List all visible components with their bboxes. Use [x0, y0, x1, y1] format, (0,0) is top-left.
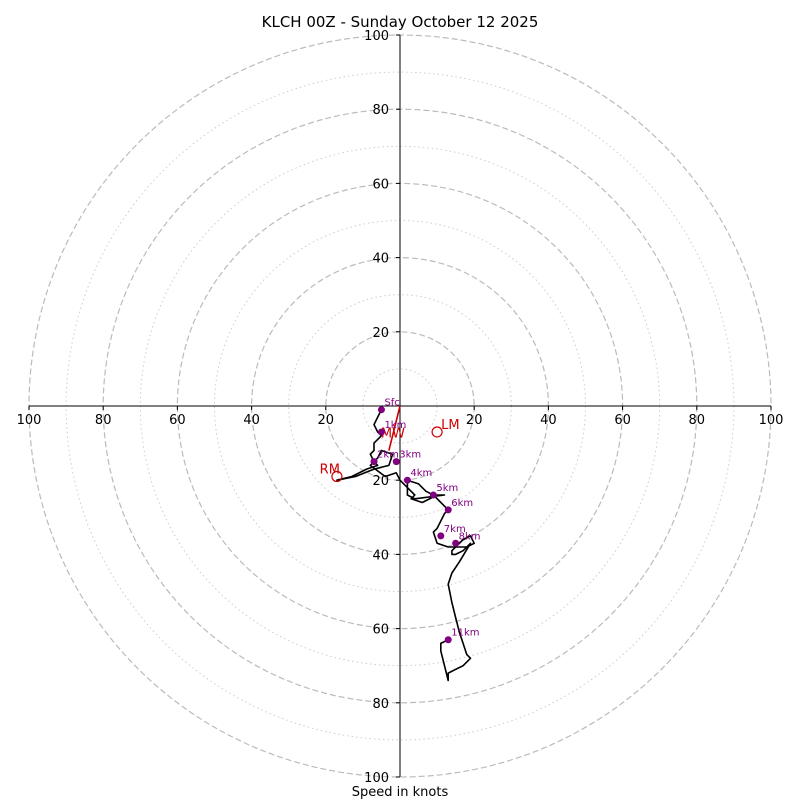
tick-labels: 100 80 60 40 20 20 40 60 80 100 100 80 60 40 20 20 40 60 8…: [17, 29, 784, 786]
height-label-5km: 5km: [436, 483, 458, 494]
wind-trace: [336, 409, 476, 682]
y-tick-label: 40: [372, 252, 389, 267]
height-marker-4km: [403, 476, 411, 484]
x-tick-label: 20: [466, 413, 483, 428]
height-label-3km: 3km: [399, 450, 421, 461]
storm-motion: RM LM MW: [320, 405, 460, 483]
x-tick-label: 100: [759, 413, 784, 428]
height-marker-2km: [370, 458, 378, 466]
height-marker-3km: [392, 458, 400, 466]
chart-title: KLCH 00Z - Sunday October 12 2025: [262, 13, 539, 31]
height-label-1km: 1km: [384, 420, 406, 431]
x-tick-label: 80: [95, 413, 112, 428]
y-tick-label: 60: [372, 623, 389, 638]
height-label-7km: 7km: [444, 524, 466, 535]
height-marker-6km: [444, 506, 452, 514]
y-tick-label: 100: [364, 771, 389, 786]
height-marker-7km: [437, 532, 445, 540]
height-marker-1km: [377, 428, 385, 436]
height-marker-sfc: [377, 406, 385, 414]
y-tick-label: 100: [364, 29, 389, 44]
x-tick-label: 20: [318, 413, 335, 428]
motion-label-rm: RM: [320, 462, 340, 477]
y-tick-label: 40: [372, 548, 389, 563]
motion-label-mw: MW: [381, 427, 405, 442]
height-label-6km: 6km: [451, 498, 473, 509]
y-tick-label: 80: [372, 103, 389, 118]
y-tick-label: 80: [372, 697, 389, 712]
motion-marker-rm: [331, 470, 343, 483]
y-tick-label: 60: [372, 177, 389, 192]
x-tick-label: 40: [540, 413, 557, 428]
height-marker-11km: [444, 636, 452, 644]
motion-label-lm: LM: [441, 418, 459, 433]
motion-marker-lm: [431, 426, 443, 438]
x-tick-label: 60: [169, 413, 186, 428]
y-tick-label: 20: [372, 326, 389, 341]
x-tick-label: 80: [689, 413, 706, 428]
hodograph-trace-line: [336, 409, 476, 682]
height-label-4km: 4km: [410, 468, 432, 479]
mean-wind-vector: [388, 405, 401, 451]
x-tick-label: 60: [614, 413, 631, 428]
height-label-sfc: Sfc: [384, 398, 399, 409]
height-label-11km: 11km: [451, 628, 479, 639]
height-marker-8km: [452, 539, 460, 547]
x-tick-label: 100: [17, 413, 42, 428]
x-tick-label: 40: [243, 413, 260, 428]
height-marker-5km: [429, 491, 437, 499]
y-tick-label: 20: [372, 474, 389, 489]
x-axis-label: Speed in knots: [352, 785, 449, 800]
height-label-2km: 2km: [377, 450, 399, 461]
height-label-8km: 8km: [459, 531, 481, 542]
